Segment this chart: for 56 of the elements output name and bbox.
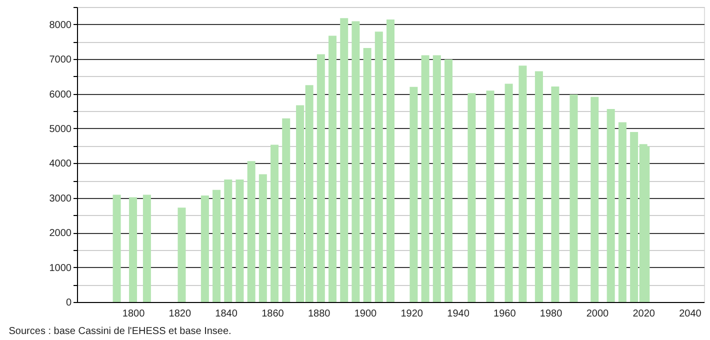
y-tick-label: 2000 [49,228,72,240]
bar [534,71,543,302]
x-tick-label: 2040 [679,308,702,320]
source-note: Sources : base Cassini de l'EHESS et base Insee. [8,326,232,337]
x-tick-label: 1940 [447,308,470,320]
bar [352,21,360,302]
x-tick-label: 1820 [168,308,192,320]
bar [421,55,430,302]
x-tick-label: 1860 [262,308,284,320]
y-tick-label: 5000 [49,124,72,135]
bar [178,208,186,302]
y-tick-label: 7000 [49,54,72,66]
bar [129,197,138,302]
bar [618,122,626,302]
bar [142,194,151,302]
y-tick-label: 4000 [49,158,72,170]
bar [316,54,325,302]
bar [504,84,513,302]
bar [200,195,209,302]
y-tick-label: 3000 [49,193,72,204]
bar [432,55,441,302]
bar [258,174,267,302]
y-tick-label: 1000 [49,262,72,274]
bar [518,66,527,302]
bar [386,19,394,302]
x-tick-label: 1840 [215,308,238,320]
bar [374,32,383,302]
x-tick-label: 1980 [540,308,563,320]
y-tick-label: 6000 [49,89,72,100]
bar [444,59,452,302]
x-tick-label: 1800 [122,308,146,320]
x-tick-label: 1900 [354,308,378,320]
bar [270,144,279,302]
bar [410,86,418,302]
bar [590,96,599,302]
bar [282,118,290,302]
x-tick-label: 1960 [494,308,516,320]
bar [486,90,494,302]
bar [112,194,121,302]
x-tick-label: 1920 [400,308,424,320]
bar [468,93,476,302]
x-tick-label: 2000 [586,308,609,320]
x-tick-label: 2020 [632,308,656,320]
bar [212,190,221,302]
bar [570,94,578,302]
y-tick-label: 8000 [49,20,72,31]
x-tick-label: 1880 [308,308,331,320]
bar [247,161,256,302]
bar [236,179,244,302]
bar [551,86,560,302]
bar [340,18,348,302]
bar [328,36,337,302]
bar [363,48,372,302]
bar [606,109,615,302]
bar [224,179,232,302]
y-tick-label: 0 [66,298,72,308]
